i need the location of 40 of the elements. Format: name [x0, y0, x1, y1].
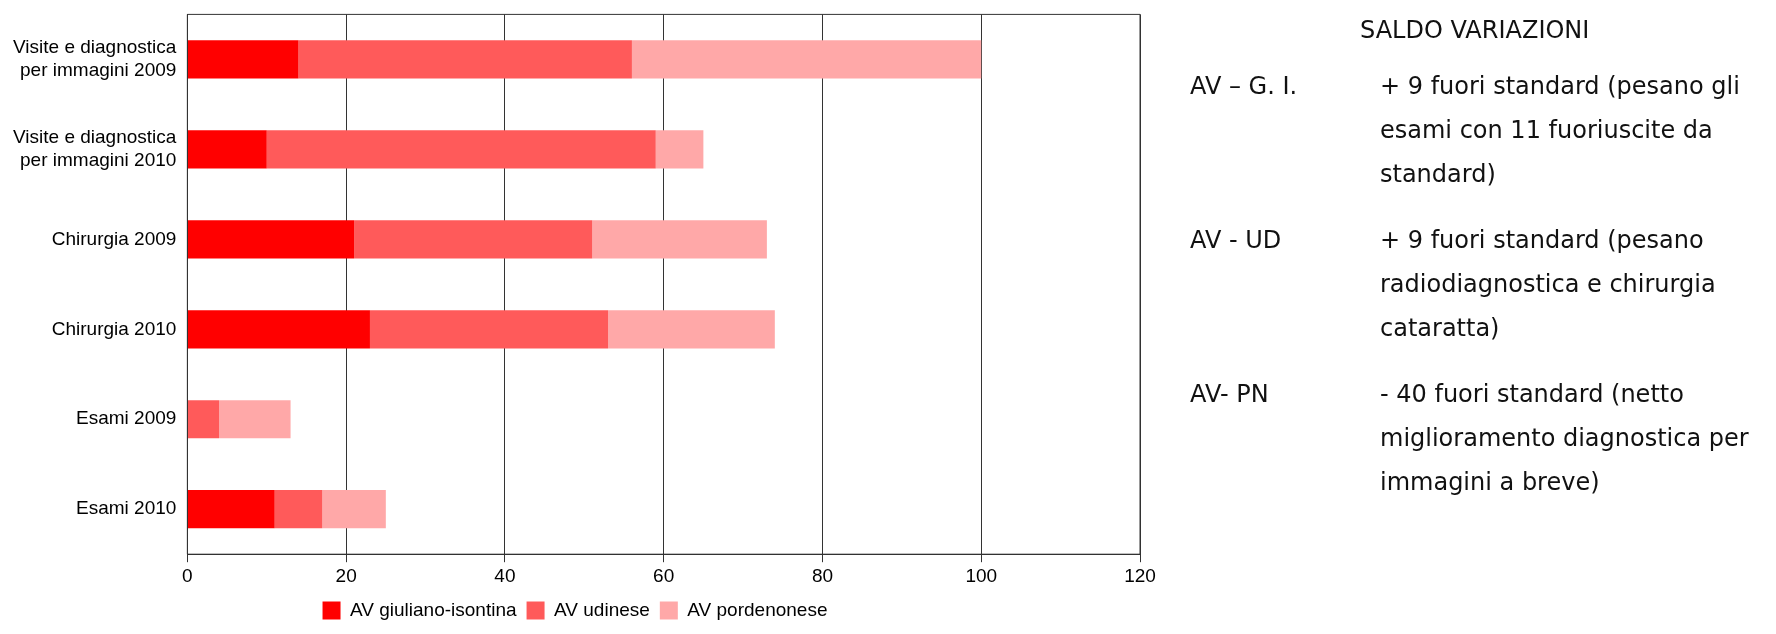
legend-label: AV giuliano-isontina [350, 598, 517, 620]
x-tick-label: 100 [965, 564, 998, 586]
x-tick-label: 20 [335, 564, 357, 586]
legend-label: AV pordenonese [687, 598, 828, 620]
text: - 40 fuori standard (netto miglioramento diagnostica per immagini a breve) [1380, 379, 1750, 498]
x-tick-label: 60 [653, 564, 675, 586]
y-tick-label: Visite e diagnostica per immagini 2010 [12, 126, 177, 170]
text: AV - UD [1190, 225, 1283, 256]
x-tick-label: 80 [811, 564, 834, 586]
text: SALDO VARIAZIONI [1359, 15, 1591, 46]
text: + 9 fuori standard (pesano radiodiagnostica e chirurgia cataratta) [1380, 225, 1717, 344]
bar [592, 220, 767, 259]
bar [187, 400, 220, 439]
bar [187, 130, 267, 169]
bar [219, 400, 291, 439]
bar [187, 310, 370, 349]
text: AV – G. I. [1190, 71, 1299, 102]
x-tick-label: 0 [182, 564, 193, 586]
bar [274, 490, 323, 529]
bar [608, 310, 775, 349]
bar [187, 490, 275, 529]
bar [655, 130, 704, 169]
bar [369, 310, 609, 349]
y-tick-label: Visite e diagnostica per immagini 2009 [12, 36, 177, 81]
y-tick-label: Chirurgia 2009 [51, 227, 177, 249]
bar [187, 220, 355, 259]
y-tick-label: Esami 2009 [76, 407, 177, 429]
bar [187, 40, 299, 79]
x-tick-label: 120 [1124, 564, 1156, 586]
x-tick-label: 40 [494, 564, 516, 586]
y-tick-label: Esami 2010 [76, 497, 177, 519]
bar [631, 40, 982, 79]
text: + 9 fuori standard (pesano gli esami con 11 fuoriuscite da standard) [1380, 71, 1741, 190]
y-tick-label: Chirurgia 2010 [51, 317, 177, 339]
bar [298, 40, 632, 79]
bar [322, 490, 386, 529]
legend-label: AV udinese [554, 598, 650, 620]
bar [266, 130, 656, 169]
bar [354, 220, 593, 259]
text: AV- PN [1190, 379, 1270, 410]
